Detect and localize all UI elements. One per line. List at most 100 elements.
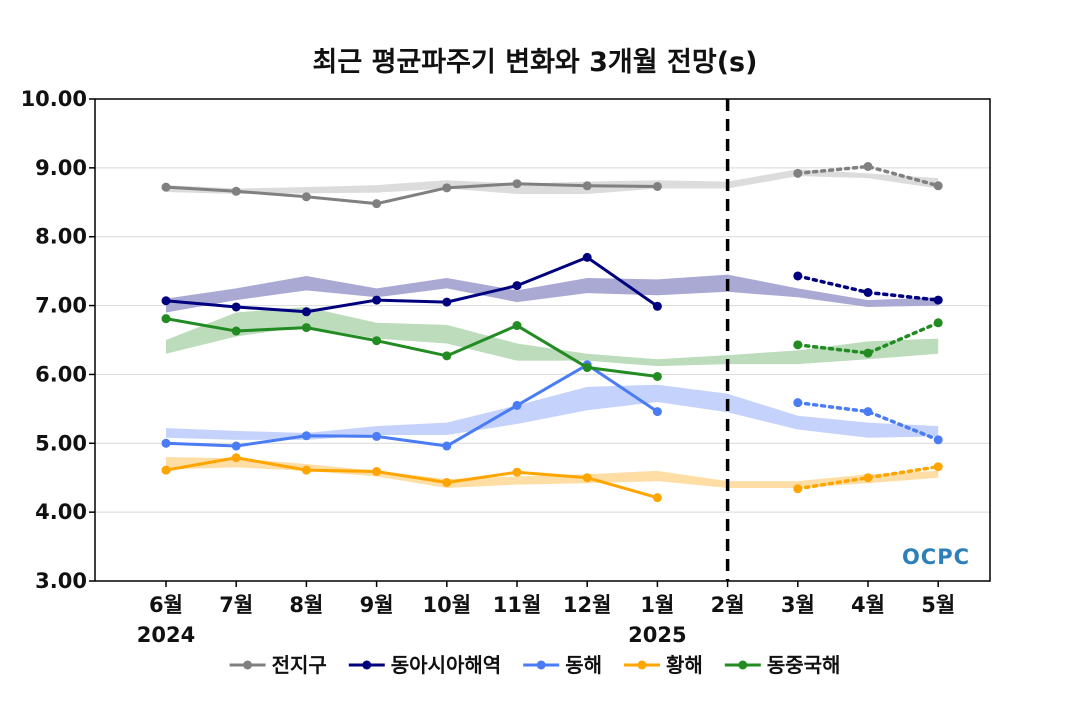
data-point — [301, 192, 311, 202]
data-point — [161, 465, 171, 475]
legend-swatch-marker — [637, 660, 647, 670]
legend-item-1: 전지구 — [229, 653, 327, 677]
data-point — [512, 179, 522, 189]
data-point — [442, 183, 452, 193]
data-point — [161, 182, 171, 192]
x-tick-label: 7월 — [219, 593, 253, 617]
y-tick-label: 6.00 — [35, 362, 87, 386]
data-point — [442, 297, 452, 307]
band-5 — [166, 306, 939, 367]
y-tick-label: 10.00 — [21, 87, 87, 111]
data-point — [442, 441, 452, 451]
forecast-point — [793, 271, 803, 281]
forecast-point — [863, 287, 873, 297]
data-point — [301, 465, 311, 475]
x-tick-label: 8월 — [289, 593, 323, 617]
data-point — [161, 438, 171, 448]
x-tick-label: 10월 — [423, 593, 472, 617]
y-tick-label: 4.00 — [35, 500, 87, 524]
legend-item-5: 동중국해 — [724, 653, 841, 677]
data-point — [582, 363, 592, 373]
forecast-point — [793, 340, 803, 350]
data-point — [372, 336, 382, 346]
x-tick-label: 11월 — [493, 593, 542, 617]
x-tick-label: 5월 — [921, 593, 955, 617]
y-tick-label: 3.00 — [35, 569, 87, 593]
data-point — [652, 493, 662, 503]
data-point — [512, 467, 522, 477]
legend-label: 동아시아해역 — [391, 653, 501, 677]
data-point — [652, 181, 662, 191]
data-point — [372, 431, 382, 441]
data-point — [652, 371, 662, 381]
forecast-point — [793, 168, 803, 178]
line-layer — [161, 99, 943, 581]
band-2 — [166, 274, 939, 313]
legend-label: 동해 — [565, 653, 602, 677]
data-point — [231, 326, 241, 336]
data-point — [512, 321, 522, 331]
y-tick-label: 7.00 — [35, 294, 87, 318]
x-tick-label: 12월 — [563, 593, 612, 617]
data-point — [442, 351, 452, 361]
legend-label: 전지구 — [272, 653, 327, 677]
data-point — [442, 478, 452, 488]
forecast-point — [933, 462, 943, 472]
data-point — [512, 400, 522, 410]
forecast-point — [933, 435, 943, 445]
legend-item-2: 동아시아해역 — [348, 653, 501, 677]
data-point — [372, 199, 382, 209]
data-point — [582, 181, 592, 191]
legend-item-3: 동해 — [523, 653, 602, 677]
series-line-2 — [165, 255, 659, 314]
y-tick-label: 5.00 — [35, 431, 87, 455]
data-point — [582, 252, 592, 262]
data-point — [231, 441, 241, 451]
forecast-point — [933, 181, 943, 191]
forecast-point — [793, 398, 803, 408]
y-tick-label: 9.00 — [35, 156, 87, 180]
year-label: 2024 — [137, 623, 195, 647]
data-point — [161, 296, 171, 306]
x-tick-label: 2월 — [711, 593, 745, 617]
forecast-point — [863, 348, 873, 358]
x-tick-label: 4월 — [851, 593, 885, 617]
plot-frame — [94, 98, 991, 582]
ocpc-watermark: OCPC — [902, 545, 970, 569]
legend-swatch-marker — [243, 660, 253, 670]
series-line-1 — [165, 182, 658, 206]
legend-label: 동중국해 — [767, 653, 841, 677]
data-point — [161, 314, 171, 324]
data-point — [372, 467, 382, 477]
series-line-4 — [165, 456, 658, 500]
x-tick-label: 9월 — [360, 593, 394, 617]
forecast-point — [863, 473, 873, 483]
forecast-point — [863, 161, 873, 171]
data-point — [231, 453, 241, 463]
legend-swatch-marker — [738, 660, 748, 670]
legend-swatch-marker — [362, 660, 372, 670]
data-point — [231, 302, 241, 312]
grid-layer — [95, 167, 990, 513]
legend-label: 황해 — [666, 653, 703, 677]
y-tick-label: 8.00 — [35, 225, 87, 249]
data-point — [231, 186, 241, 196]
data-point — [301, 307, 311, 317]
year-label: 2025 — [628, 623, 686, 647]
series-line-5 — [165, 317, 658, 378]
forecast-point — [863, 407, 873, 417]
legend: 전지구 동아시아해역 동해 황해 동중국해 — [229, 653, 841, 677]
data-point — [301, 431, 311, 441]
data-point — [652, 301, 662, 311]
chart-title: 최근 평균파주기 변화와 3개월 전망(s) — [313, 47, 758, 78]
forecast-point — [933, 318, 943, 328]
x-tick-label: 3월 — [781, 593, 815, 617]
x-tick-label: 1월 — [640, 593, 674, 617]
legend-swatch-marker — [536, 660, 546, 670]
data-point — [582, 473, 592, 483]
legend-item-4: 황해 — [624, 653, 703, 677]
data-point — [372, 295, 382, 305]
data-point — [652, 407, 662, 417]
